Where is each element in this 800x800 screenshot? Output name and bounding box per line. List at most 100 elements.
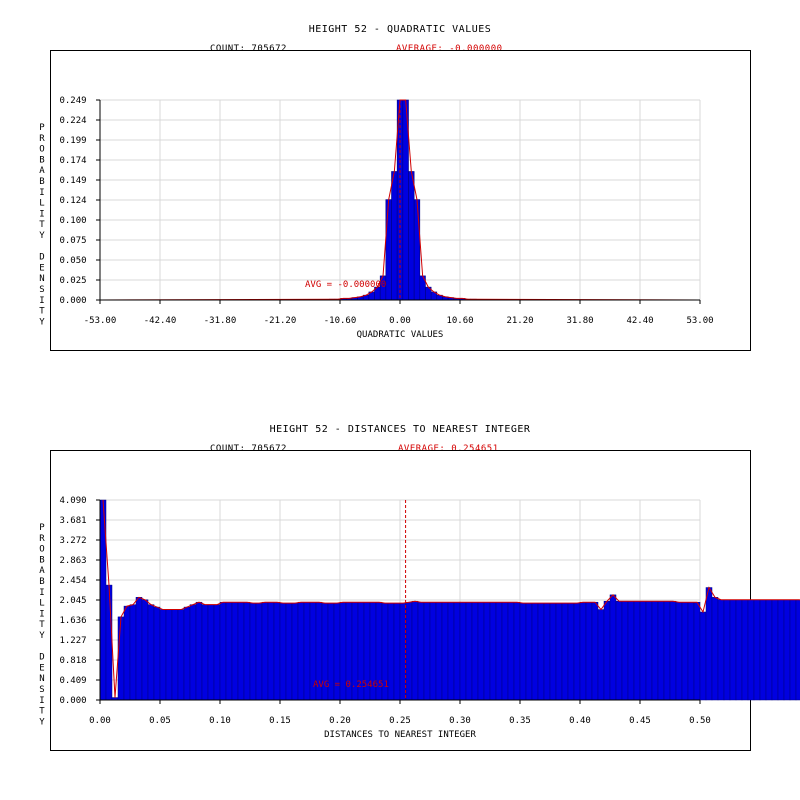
- x-tick-label: 0.10: [209, 716, 231, 726]
- y-axis-label-letter: I: [39, 609, 44, 619]
- y-tick-label: 3.272: [59, 536, 86, 546]
- histogram-bar: [195, 601, 203, 701]
- histogram-bar: [783, 599, 791, 701]
- y-axis-label-letter: S: [39, 285, 44, 295]
- y-tick-label: 0.818: [59, 656, 86, 666]
- panel1-plot: -53.00 -42.40 -31.80 -21.20 -10.60 0.00 10.60 2…: [39, 96, 713, 340]
- x-tick-label: -21.20: [264, 316, 297, 326]
- y-axis-label-letter: B: [39, 155, 44, 165]
- x-axis-label: QUADRATIC VALUES: [357, 330, 444, 340]
- x-tick-label: 0.05: [149, 716, 171, 726]
- y-axis-label-letter: Y: [39, 317, 45, 327]
- histogram-bar: [123, 605, 131, 701]
- histogram-bar: [735, 599, 743, 701]
- histogram-bar: [747, 599, 755, 701]
- y-axis-label-letter: Y: [39, 631, 45, 641]
- y-axis-label-letter: T: [39, 220, 45, 230]
- y-axis-label-letter: P: [39, 123, 45, 133]
- x-tick-label: 42.40: [626, 316, 653, 326]
- histogram-bar: [627, 600, 635, 701]
- y-tick-label: 0.199: [59, 136, 86, 146]
- y-tick-label: 0.249: [59, 96, 86, 106]
- histogram-bar: [391, 171, 398, 301]
- histogram-bar: [615, 600, 623, 701]
- histogram-bar: [609, 594, 617, 701]
- histogram-bar: [729, 599, 737, 701]
- y-tick-label: 0.000: [59, 296, 86, 306]
- density-curve: [99, 99, 701, 301]
- histogram-bar: [489, 601, 497, 701]
- histogram-bar: [603, 600, 611, 701]
- histogram-bar: [385, 199, 392, 301]
- y-axis-label-letter: L: [39, 199, 44, 209]
- avg-annotation: AVG = 0.254651: [313, 680, 389, 690]
- panel2-count: COUNT: 705672: [210, 444, 287, 454]
- y-tick-label: 0.075: [59, 236, 86, 246]
- density-curve: [102, 499, 800, 698]
- histogram-bar: [249, 602, 257, 701]
- panel2-plot: 0.00 0.05 0.10 0.15 0.20 0.25 0.30 0.35 0.40 0.45…: [39, 496, 800, 740]
- histogram-bar: [459, 601, 467, 701]
- histogram-bar: [753, 599, 761, 701]
- x-tick-label: 31.80: [566, 316, 593, 326]
- histogram-bar: [519, 602, 527, 701]
- y-axis-label-letter: N: [39, 274, 44, 284]
- x-tick-label: 0.25: [389, 716, 411, 726]
- x-tick-label: 0.40: [569, 716, 591, 726]
- y-axis-label-letter: E: [39, 263, 44, 273]
- histogram-bar: [597, 609, 605, 701]
- x-tick-label: 0.00: [89, 716, 111, 726]
- histogram-bar: [219, 601, 227, 701]
- y-axis-label-letter: A: [39, 166, 45, 176]
- histogram-bar: [573, 602, 581, 701]
- x-tick-label: 0.20: [329, 716, 351, 726]
- histogram-bar: [483, 601, 491, 701]
- y-tick-label: 1.636: [59, 616, 86, 626]
- histogram-bar: [405, 601, 413, 701]
- y-tick-label: 0.149: [59, 176, 86, 186]
- histogram-bar: [237, 601, 245, 701]
- histogram-bar: [531, 602, 539, 701]
- y-axis-label-letter: A: [39, 566, 45, 576]
- histogram-bar: [387, 602, 395, 701]
- histogram-bar: [129, 604, 137, 701]
- x-tick-label: -42.40: [144, 316, 177, 326]
- panel1-title: HEIGHT 52 - QUADRATIC VALUES: [308, 24, 492, 35]
- y-axis-label-letter: R: [39, 534, 45, 544]
- y-axis-label-letter: O: [39, 545, 44, 555]
- histogram-bar: [411, 600, 419, 701]
- x-tick-label: -53.00: [84, 316, 117, 326]
- y-axis-label-letter: I: [39, 209, 44, 219]
- histogram-bar: [717, 599, 725, 701]
- histogram-bar: [741, 599, 749, 701]
- y-axis-label-letter: T: [39, 707, 45, 717]
- x-tick-label: 0.00: [389, 316, 411, 326]
- histogram-bar: [159, 609, 167, 701]
- histogram-bar: [231, 601, 239, 701]
- avg-annotation: AVG = -0.000000: [305, 280, 386, 290]
- histogram-bar: [303, 601, 311, 701]
- histogram-bar: [477, 601, 485, 701]
- histogram-bar: [591, 601, 599, 701]
- histogram-bar: [141, 599, 149, 701]
- y-tick-label: 2.045: [59, 596, 86, 606]
- histogram-bar: [525, 602, 533, 701]
- histogram-bar: [408, 171, 415, 301]
- histogram-bar: [501, 601, 509, 701]
- x-tick-label: 0.45: [629, 716, 651, 726]
- y-axis-label-letter: I: [39, 588, 44, 598]
- histogram-bar: [105, 584, 113, 701]
- histogram-bar: [711, 597, 719, 701]
- histogram-bar: [453, 601, 461, 701]
- y-tick-label: 0.224: [59, 116, 86, 126]
- y-tick-label: 1.227: [59, 636, 86, 646]
- y-axis-label-letter: N: [39, 674, 44, 684]
- histogram-bar: [393, 602, 401, 701]
- panel2-title: HEIGHT 52 - DISTANCES TO NEAREST INTEGER: [269, 424, 531, 435]
- histogram-bar: [297, 601, 305, 701]
- histogram-bar: [651, 600, 659, 701]
- histogram-bar: [543, 602, 551, 701]
- histogram-bar: [579, 601, 587, 701]
- histogram-bar: [663, 600, 671, 701]
- histogram-bar: [669, 600, 677, 701]
